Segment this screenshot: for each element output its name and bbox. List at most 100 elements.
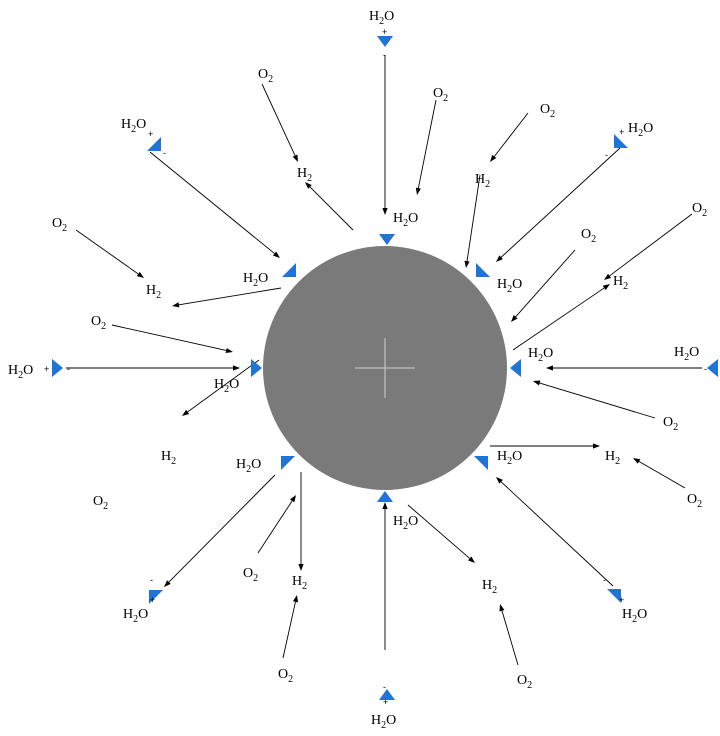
water-label-4: H2O [243,271,268,289]
oxygen-label-12: O2 [278,667,293,685]
water-label-7: H2O [8,363,33,381]
water-dipole-icon-14 [474,456,488,470]
water-dipole-icon-6 [476,263,490,277]
water-dipole-icon-4 [282,263,296,277]
charge-sign-7: + [44,364,49,374]
water-label-10: H2O [528,346,553,364]
water-label-15: H2O [622,607,647,625]
charge-sign-8: - [67,364,70,374]
charge-sign-15: + [383,697,388,707]
arrow-4 [415,99,437,195]
oxygen-label-8: O2 [663,415,678,433]
oxygen-label-2: O2 [433,86,448,104]
arrow-14 [111,324,233,354]
charge-sign-12: - [603,575,606,585]
oxygen-label-6: O2 [581,227,596,245]
oxygen-label-4: O2 [692,201,707,219]
hydrogen-label-5: H2 [161,449,176,467]
hydrogen-label-4: H2 [146,283,161,301]
charge-sign-11: + [150,595,155,605]
arrow-1 [382,55,388,215]
arrow-23 [298,472,304,571]
charge-sign-4: - [163,148,166,158]
hydrogen-label-6: H2 [605,449,620,467]
arrow-25 [382,502,388,650]
arrow-7 [496,147,621,262]
water-label-8: H2O [214,377,239,395]
arrow-24 [282,595,299,659]
water-label-11: H2O [236,457,261,475]
water-label-14: H2O [393,514,418,532]
water-dipole-icon-13 [607,589,621,603]
arrow-11 [149,151,280,258]
arrow-18 [182,359,260,416]
arrow-26 [407,504,475,563]
arrow-6 [464,174,481,268]
water-dipole-icon-9 [707,359,718,377]
arrow-21 [164,474,276,587]
arrow-27 [499,604,519,666]
charge-sign-13: + [619,595,624,605]
charge-sign-10: - [150,575,153,585]
oxygen-label-11: O2 [243,566,258,584]
charge-sign-3: + [148,129,153,139]
water-label-1: H2O [369,9,394,27]
water-label-12: H2O [497,449,522,467]
charge-sign-5: + [619,127,624,137]
dipole-layer [52,36,718,700]
arrow-28 [496,477,614,587]
oxygen-label-3: O2 [540,102,555,120]
water-dipole-icon-15 [377,491,393,502]
water-dipole-icon-5 [614,134,628,148]
oxygen-label-9: O2 [93,494,108,512]
arrow-3 [305,182,354,231]
oxygen-label-1: O2 [258,67,273,85]
oxygen-label-13: O2 [517,673,532,691]
arrow-16 [546,365,702,371]
arrow-20 [633,458,686,489]
arrow-19 [490,443,600,449]
arrow-2 [261,83,298,162]
hydrogen-label-8: H2 [482,578,497,596]
oxygen-label-5: O2 [52,216,67,234]
water-label-13: H2O [123,607,148,625]
water-dipole-icon-12 [281,456,295,470]
arrow-13 [172,287,282,308]
water-dipole-icon-1 [377,36,393,47]
water-dipole-icon-2 [379,234,395,245]
oxygen-label-10: O2 [687,492,702,510]
arrow-12 [75,229,144,278]
hydrogen-label-2: H2 [475,172,490,190]
arrow-22 [257,495,296,554]
water-label-6: H2O [497,277,522,295]
arrow-15 [66,365,240,371]
hydrogen-label-1: H2 [297,166,312,184]
arrow-10 [512,284,610,351]
water-dipole-icon-10 [510,359,521,377]
water-label-3: H2O [121,117,146,135]
water-label-9: H2O [674,345,699,363]
label-layer: H2O H2O H2O H2O H2O H2O H2O H2O H2O H2O H2O H2O H2O H… [8,9,707,731]
water-label-2: H2O [393,211,418,229]
arrow-17 [533,380,656,419]
water-dipole-icon-16 [379,689,395,700]
charge-sign-14: - [383,682,386,692]
water-label-16: H2O [371,713,396,731]
charge-sign-6: - [605,150,608,160]
arrow-9 [511,249,576,322]
water-dipole-icon-3 [147,137,161,151]
arrow-5 [490,112,529,162]
water-dipole-icon-8 [251,359,262,377]
water-dipole-icon-11 [149,590,163,604]
hydrogen-label-3: H2 [613,274,628,292]
arrow-8 [604,213,693,280]
hydrogen-label-7: H2 [292,574,307,592]
oxygen-label-7: O2 [91,314,106,332]
water-label-5: H2O [628,121,653,139]
charge-sign-9: - [704,364,707,374]
arrow-layer [66,55,702,666]
water-dipole-icon-7 [52,359,63,377]
charge-sign-2: - [383,50,386,60]
